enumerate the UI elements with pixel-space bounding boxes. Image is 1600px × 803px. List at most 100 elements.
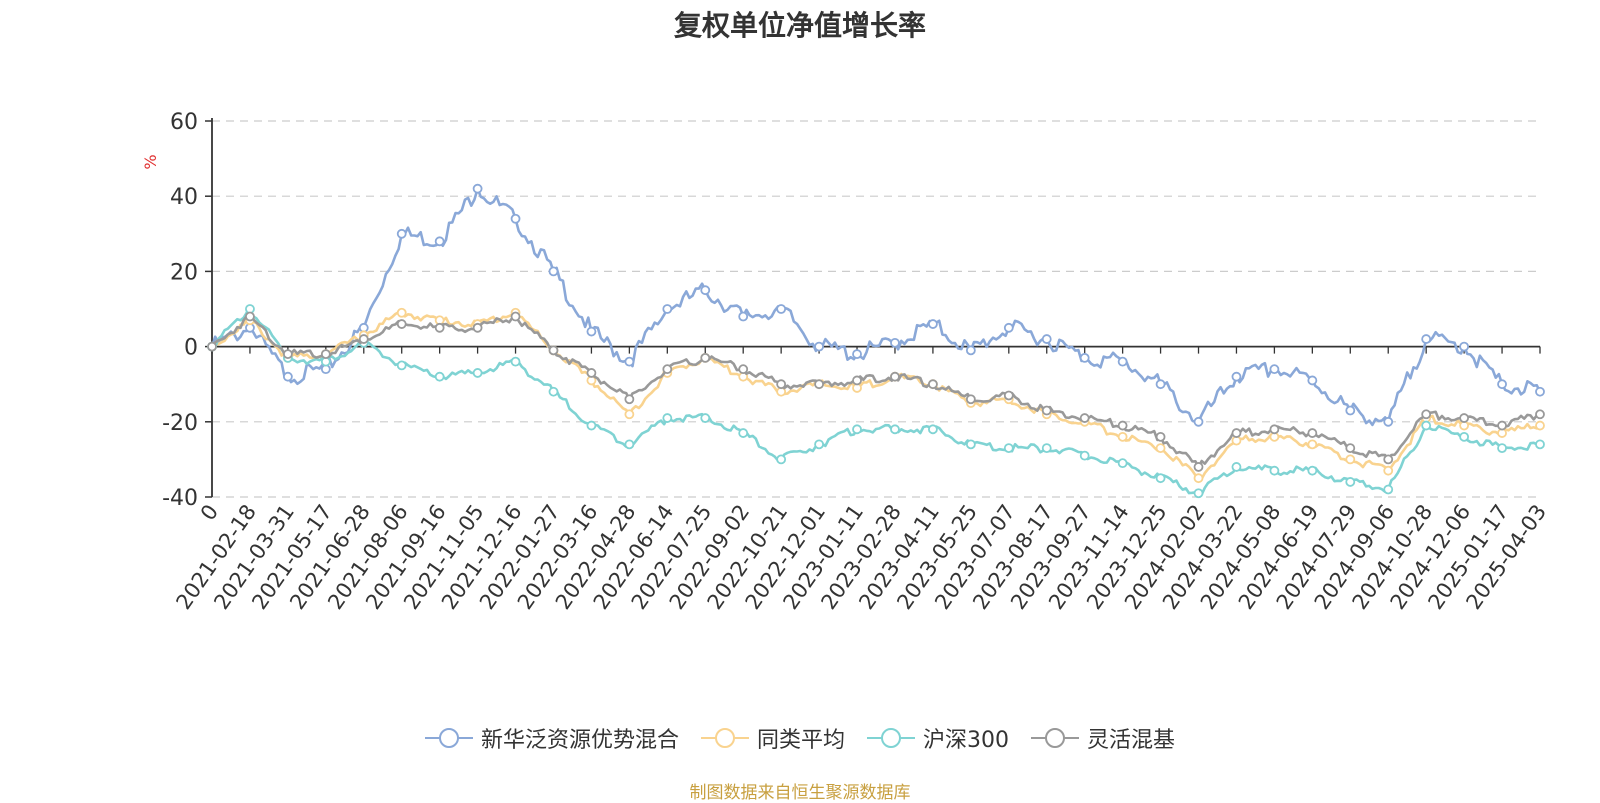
data-point <box>965 394 976 405</box>
data-point <box>624 409 635 420</box>
data-point <box>1421 409 1432 420</box>
data-point <box>1269 364 1280 375</box>
data-point <box>776 454 787 465</box>
data-point <box>1269 424 1280 435</box>
data-point <box>1345 443 1356 454</box>
legend-item[interactable]: 沪深300 <box>867 722 1009 754</box>
data-point <box>1383 416 1394 427</box>
data-point <box>396 319 407 329</box>
chart-title: 复权单位净值增长率 <box>673 9 926 42</box>
gridlines <box>212 120 1540 498</box>
legend-item[interactable]: 同类平均 <box>700 722 845 754</box>
data-point <box>1345 477 1356 487</box>
data-point <box>586 420 597 431</box>
data-point <box>1117 431 1128 442</box>
data-point <box>624 394 635 405</box>
data-point <box>434 322 445 333</box>
data-point <box>1193 473 1204 484</box>
data-point <box>1269 465 1280 476</box>
legend-marker-icon <box>700 728 749 748</box>
legend: 新华泛资源优势混合 同类平均 沪深300 灵活混基 <box>0 722 1600 754</box>
data-point <box>890 337 900 348</box>
data-point <box>814 379 824 390</box>
data-point <box>624 356 635 367</box>
data-point <box>1079 413 1090 423</box>
data-point <box>776 379 787 390</box>
series-line <box>211 307 1541 496</box>
legend-marker-icon <box>867 728 915 748</box>
y-tick-label: 20 <box>170 260 198 285</box>
data-point <box>852 375 862 386</box>
data-point <box>396 307 407 318</box>
data-point <box>1155 431 1166 442</box>
data-point <box>965 439 976 450</box>
data-point <box>434 236 445 247</box>
data-point <box>548 345 559 356</box>
data-point <box>1003 322 1014 333</box>
y-tick-label: 60 <box>170 110 198 135</box>
legend-label: 新华泛资源优势混合 <box>480 728 679 753</box>
data-point <box>1459 341 1470 352</box>
data-point <box>1535 420 1545 431</box>
data-point <box>1193 488 1204 499</box>
data-point <box>320 349 331 360</box>
data-point <box>1383 465 1394 476</box>
data-point <box>890 371 900 382</box>
data-point <box>548 386 559 397</box>
y-axis-label: % <box>141 154 160 169</box>
legend-label: 沪深300 <box>923 728 1009 753</box>
y-tick-label: -20 <box>162 411 198 436</box>
data-point <box>510 213 521 224</box>
data-point <box>1307 375 1318 386</box>
legend-marker-icon <box>424 728 473 748</box>
data-point <box>586 368 597 378</box>
y-tick-label: 40 <box>170 185 198 210</box>
data-point <box>1421 420 1432 431</box>
data-point <box>548 266 559 277</box>
data-point <box>1459 413 1470 423</box>
data-point <box>1155 379 1166 390</box>
y-tick-label: 0 <box>184 336 198 361</box>
legend-label: 灵活混基 <box>1087 728 1176 753</box>
data-point <box>928 424 938 435</box>
data-point <box>1535 439 1545 450</box>
data-point <box>1231 371 1242 382</box>
series-1 <box>207 307 1545 484</box>
x-tick-label: 0 <box>196 500 223 525</box>
data-point <box>1003 390 1014 401</box>
data-point <box>738 364 749 375</box>
data-point <box>1155 443 1166 454</box>
data-point <box>700 352 711 363</box>
series-2 <box>207 304 1545 499</box>
data-point <box>282 371 293 382</box>
data-point <box>852 349 862 360</box>
data-point <box>1307 428 1318 438</box>
data-point <box>1497 443 1507 454</box>
data-point <box>738 311 749 322</box>
legend-item[interactable]: 新华泛资源优势混合 <box>424 722 679 754</box>
data-point <box>1535 386 1545 397</box>
legend-item[interactable]: 灵活混基 <box>1031 722 1175 754</box>
data-point <box>1535 409 1545 420</box>
series-line <box>210 187 1542 427</box>
data-point <box>814 341 824 352</box>
legend-label: 同类平均 <box>756 728 845 753</box>
data-point <box>1117 420 1128 431</box>
tick-labels: -40-20020406002021-02-182021-03-312021-0… <box>162 110 1551 614</box>
data-point <box>282 349 293 360</box>
data-point <box>1497 420 1507 431</box>
data-point <box>510 311 521 322</box>
data-point <box>1117 458 1128 469</box>
data-point <box>1041 405 1052 416</box>
source-note: 制图数据来自恒生聚源数据库 <box>689 783 911 803</box>
y-tick-label: -40 <box>162 486 198 511</box>
data-point <box>1003 443 1014 454</box>
data-point <box>1193 462 1204 472</box>
data-point <box>814 439 824 450</box>
data-point <box>776 304 787 314</box>
data-point <box>1193 416 1204 427</box>
data-point <box>928 319 938 329</box>
data-point <box>1041 443 1052 454</box>
data-point <box>396 228 407 239</box>
data-point <box>1041 334 1052 344</box>
